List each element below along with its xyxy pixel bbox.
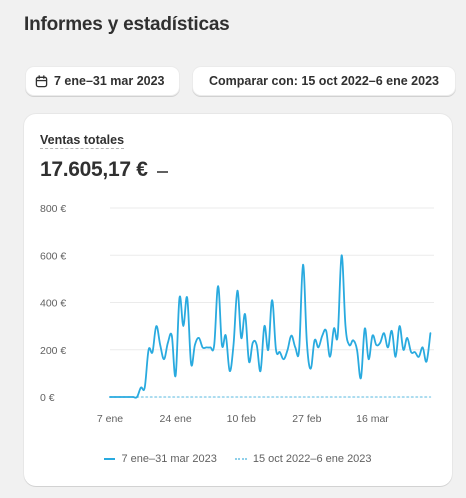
comparison-dash (157, 171, 168, 173)
legend-item-current[interactable]: 7 ene–31 mar 2023 (104, 453, 217, 465)
legend-label-current: 7 ene–31 mar 2023 (121, 453, 217, 465)
y-tick-label-3: 200 € (40, 345, 66, 357)
x-tick-label-1: 24 ene (160, 413, 192, 425)
x-tick-label-2: 10 feb (227, 413, 256, 425)
legend-swatch-previous (234, 458, 247, 460)
total-sales-card: Ventas totales 17.605,17 € 800 € 600 € 400… (24, 114, 452, 486)
y-tick-label-2: 400 € (40, 298, 66, 310)
compare-period-label: Comparar con: 15 oct 2022–6 ene 2023 (209, 74, 439, 88)
legend-item-previous[interactable]: 15 oct 2022–6 ene 2023 (234, 453, 372, 465)
page-title: Informes y estadísticas (24, 14, 230, 35)
metric-label[interactable]: Ventas totales (40, 133, 125, 149)
series-line-current (109, 254, 432, 399)
x-tick-label-4: 16 mar (356, 413, 389, 425)
compare-period-button[interactable]: Comparar con: 15 oct 2022–6 ene 2023 (192, 66, 456, 96)
y-tick-label-1: 600 € (40, 250, 66, 262)
sales-line-chart: 800 € 600 € 400 € 200 € 0 € 7 ene 24 ene 10 feb… (40, 203, 434, 425)
x-tick-label-0: 7 ene (97, 413, 123, 425)
x-tick-label-3: 27 feb (292, 413, 321, 425)
calendar-icon (35, 74, 48, 87)
y-tick-label-0: 800 € (40, 203, 66, 215)
date-range-label: 7 ene–31 mar 2023 (54, 74, 165, 88)
date-range-button[interactable]: 7 ene–31 mar 2023 (25, 66, 180, 96)
y-tick-label-4: 0 € (40, 392, 55, 404)
chart-legend: 7 ene–31 mar 2023 15 oct 2022–6 ene 2023 (24, 453, 452, 465)
legend-label-previous: 15 oct 2022–6 ene 2023 (252, 453, 372, 465)
legend-swatch-current (104, 458, 116, 460)
metric-value: 17.605,17 € (40, 158, 148, 181)
